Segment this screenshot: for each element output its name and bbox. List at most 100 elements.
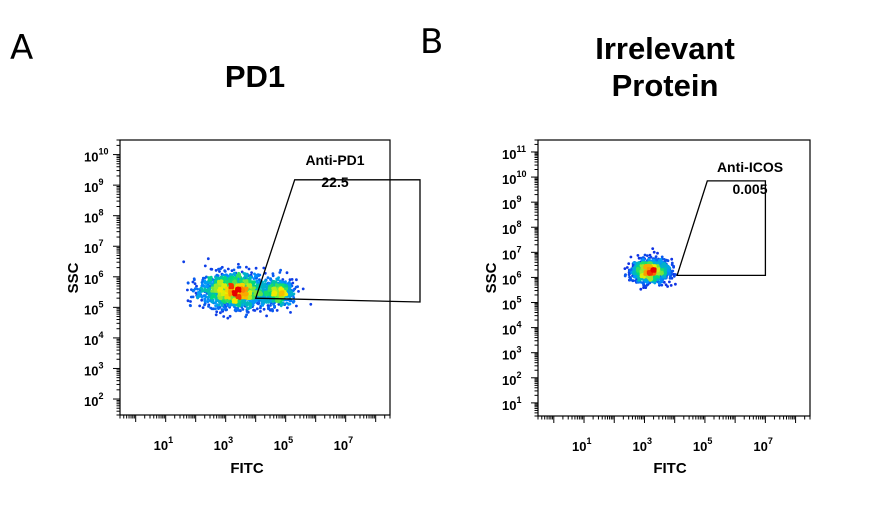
event-dot	[200, 287, 204, 291]
event-dot	[263, 282, 267, 286]
event-dot	[666, 285, 669, 288]
event-dot	[228, 314, 232, 318]
x-axis-title: FITC	[653, 460, 686, 477]
event-dot	[267, 307, 270, 311]
event-dot	[213, 295, 217, 299]
event-dot	[667, 269, 670, 273]
event-dot	[259, 293, 263, 297]
event-dot	[289, 299, 293, 303]
event-dot	[262, 266, 266, 270]
event-dot	[249, 285, 253, 289]
event-dot	[255, 307, 259, 311]
event-dot	[248, 275, 252, 279]
event-dot	[191, 280, 195, 284]
event-dot	[660, 283, 664, 287]
event-dot	[309, 302, 313, 306]
event-dot	[217, 292, 221, 296]
event-dot	[250, 271, 254, 274]
event-dot	[272, 303, 275, 306]
panel-b-letter: B	[420, 22, 444, 62]
event-dot	[258, 273, 262, 277]
event-dot	[201, 306, 205, 309]
event-dot	[275, 309, 279, 312]
event-dot	[295, 304, 298, 308]
event-dot	[662, 262, 666, 265]
event-dot	[238, 265, 242, 269]
event-dot	[252, 280, 256, 283]
event-dot	[233, 271, 236, 275]
event-dot	[252, 277, 256, 280]
y-tick-label: 102	[84, 391, 103, 409]
event-dot	[642, 261, 645, 265]
event-dot	[232, 268, 236, 272]
event-dot	[247, 267, 251, 271]
y-tick-label: 106	[502, 269, 521, 287]
gate-value-label: 0.005	[732, 181, 767, 197]
event-dot	[670, 261, 674, 265]
event-dot	[276, 277, 280, 280]
event-dot	[243, 292, 247, 296]
event-dot	[213, 283, 217, 287]
event-dot	[236, 287, 240, 291]
event-dot	[639, 256, 643, 260]
event-dot	[202, 294, 206, 297]
event-dot	[654, 258, 658, 261]
event-dot	[203, 302, 207, 305]
gate-value-label: 22.5	[321, 174, 348, 190]
x-tick-label: 107	[334, 435, 353, 453]
event-dot	[648, 281, 652, 285]
event-dot	[260, 299, 264, 303]
event-dot	[279, 286, 283, 290]
event-dot	[234, 290, 238, 294]
event-dot	[193, 278, 196, 282]
event-dot	[647, 270, 651, 273]
event-dot	[283, 284, 287, 288]
y-tick-label: 103	[84, 360, 103, 378]
event-dot	[279, 280, 283, 284]
event-dot	[271, 291, 275, 295]
event-dot	[219, 267, 223, 271]
event-dot	[292, 296, 296, 299]
y-tick-label: 105	[84, 299, 103, 317]
event-dot	[623, 274, 627, 278]
event-dot	[223, 269, 227, 273]
event-dot	[291, 292, 295, 296]
event-dot	[186, 288, 189, 292]
event-dot	[296, 285, 299, 288]
event-dot	[219, 311, 222, 315]
event-dot	[214, 307, 217, 311]
event-dot	[663, 267, 667, 271]
event-dot	[235, 298, 238, 302]
event-dot	[672, 265, 675, 269]
event-dot	[221, 273, 225, 277]
event-dot	[224, 295, 228, 299]
event-dot	[219, 280, 223, 284]
event-dot	[288, 288, 291, 292]
event-dot	[623, 267, 627, 270]
event-dot	[219, 275, 223, 279]
event-dot	[629, 255, 633, 259]
y-tick-label: 107	[502, 244, 521, 262]
event-dot	[210, 299, 214, 303]
event-dot	[278, 271, 282, 274]
event-dot	[189, 300, 192, 303]
gate-name-label: Anti-PD1	[305, 152, 364, 168]
event-dot	[265, 293, 269, 297]
event-dot	[264, 300, 267, 304]
event-dot	[236, 308, 240, 311]
event-dot	[288, 278, 292, 282]
event-dot	[643, 265, 646, 269]
event-dot	[654, 255, 658, 258]
event-dot	[669, 284, 673, 287]
y-tick-label: 107	[84, 238, 103, 256]
event-dot	[656, 251, 659, 255]
event-dot	[235, 296, 239, 299]
event-dot	[218, 270, 221, 273]
event-dot	[251, 300, 254, 303]
y-tick-label: 104	[502, 320, 521, 338]
event-dot	[189, 304, 192, 308]
event-dot	[214, 286, 217, 290]
event-dot	[660, 255, 664, 259]
event-dot	[643, 253, 647, 257]
gate-name-label: Anti-ICOS	[717, 159, 783, 175]
